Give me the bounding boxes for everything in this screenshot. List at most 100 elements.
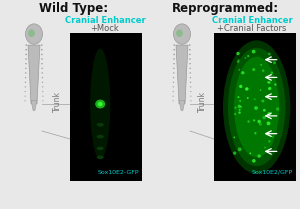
Ellipse shape xyxy=(249,153,251,154)
Text: Wild Type:: Wild Type: xyxy=(39,2,109,15)
Ellipse shape xyxy=(254,132,256,134)
Ellipse shape xyxy=(41,54,43,55)
Ellipse shape xyxy=(97,147,104,150)
Ellipse shape xyxy=(95,100,105,108)
Ellipse shape xyxy=(172,91,174,92)
Text: +Cranial Factors: +Cranial Factors xyxy=(217,24,287,33)
Ellipse shape xyxy=(262,69,265,72)
Ellipse shape xyxy=(253,119,255,121)
Ellipse shape xyxy=(273,61,276,64)
Ellipse shape xyxy=(189,68,191,69)
Ellipse shape xyxy=(268,81,271,84)
Bar xyxy=(70,33,142,181)
Ellipse shape xyxy=(26,24,43,44)
Ellipse shape xyxy=(268,87,272,90)
Ellipse shape xyxy=(267,112,271,116)
Ellipse shape xyxy=(268,88,270,90)
Polygon shape xyxy=(176,45,188,104)
Ellipse shape xyxy=(42,100,44,101)
Ellipse shape xyxy=(266,121,271,125)
Ellipse shape xyxy=(236,52,240,55)
Ellipse shape xyxy=(247,55,249,57)
Text: Sox10E2-GFP: Sox10E2-GFP xyxy=(98,170,139,175)
Ellipse shape xyxy=(268,52,271,55)
Ellipse shape xyxy=(247,97,249,99)
Ellipse shape xyxy=(41,63,43,64)
Ellipse shape xyxy=(245,87,248,91)
Ellipse shape xyxy=(238,147,242,151)
Ellipse shape xyxy=(173,44,175,46)
Ellipse shape xyxy=(233,152,236,155)
Polygon shape xyxy=(179,100,185,111)
Ellipse shape xyxy=(25,68,27,69)
Ellipse shape xyxy=(98,102,103,106)
Ellipse shape xyxy=(25,72,26,74)
Ellipse shape xyxy=(252,159,256,163)
Ellipse shape xyxy=(24,100,26,101)
Ellipse shape xyxy=(266,132,270,136)
Ellipse shape xyxy=(190,82,191,83)
Ellipse shape xyxy=(26,44,27,46)
Ellipse shape xyxy=(173,58,175,60)
Ellipse shape xyxy=(257,120,261,123)
Ellipse shape xyxy=(254,98,256,100)
Ellipse shape xyxy=(272,136,274,138)
Ellipse shape xyxy=(42,82,43,83)
Ellipse shape xyxy=(262,116,266,119)
Ellipse shape xyxy=(97,155,104,159)
Ellipse shape xyxy=(25,86,26,88)
Ellipse shape xyxy=(228,48,285,166)
Ellipse shape xyxy=(260,64,262,66)
Ellipse shape xyxy=(25,82,26,83)
Ellipse shape xyxy=(190,91,191,92)
Ellipse shape xyxy=(238,111,241,114)
Ellipse shape xyxy=(252,50,256,54)
Ellipse shape xyxy=(189,44,190,46)
Ellipse shape xyxy=(172,96,174,97)
Text: Cranial Enhancer: Cranial Enhancer xyxy=(212,16,292,25)
Bar xyxy=(214,33,296,181)
Ellipse shape xyxy=(25,58,27,60)
Ellipse shape xyxy=(189,54,191,55)
Text: +Mock: +Mock xyxy=(91,24,119,33)
Ellipse shape xyxy=(41,68,43,69)
Ellipse shape xyxy=(263,109,266,112)
Polygon shape xyxy=(28,45,40,104)
Ellipse shape xyxy=(190,86,191,88)
Ellipse shape xyxy=(267,81,270,84)
Text: Trunk: Trunk xyxy=(197,90,206,111)
Ellipse shape xyxy=(173,54,175,55)
Ellipse shape xyxy=(25,91,26,92)
Ellipse shape xyxy=(244,57,246,59)
Ellipse shape xyxy=(276,107,279,111)
Ellipse shape xyxy=(238,59,240,61)
Ellipse shape xyxy=(28,29,35,37)
Ellipse shape xyxy=(173,24,190,44)
Ellipse shape xyxy=(173,63,175,64)
Ellipse shape xyxy=(271,71,273,74)
Ellipse shape xyxy=(97,123,104,127)
Ellipse shape xyxy=(254,106,258,110)
Ellipse shape xyxy=(173,86,174,88)
Ellipse shape xyxy=(189,58,191,60)
Ellipse shape xyxy=(237,60,239,63)
Ellipse shape xyxy=(238,109,241,111)
Ellipse shape xyxy=(42,86,43,88)
Ellipse shape xyxy=(41,72,43,74)
Text: Trunk: Trunk xyxy=(52,90,62,111)
Ellipse shape xyxy=(190,100,192,101)
Ellipse shape xyxy=(247,120,250,123)
Ellipse shape xyxy=(25,96,26,97)
Ellipse shape xyxy=(173,49,175,51)
Text: Sox10E2/GFP: Sox10E2/GFP xyxy=(252,170,293,175)
Ellipse shape xyxy=(234,113,236,115)
Ellipse shape xyxy=(234,57,279,157)
Ellipse shape xyxy=(42,96,44,97)
Ellipse shape xyxy=(223,40,290,174)
Ellipse shape xyxy=(252,68,255,71)
Ellipse shape xyxy=(238,105,241,108)
Polygon shape xyxy=(31,100,37,111)
Ellipse shape xyxy=(268,140,271,143)
Ellipse shape xyxy=(41,44,43,46)
Ellipse shape xyxy=(259,123,262,126)
